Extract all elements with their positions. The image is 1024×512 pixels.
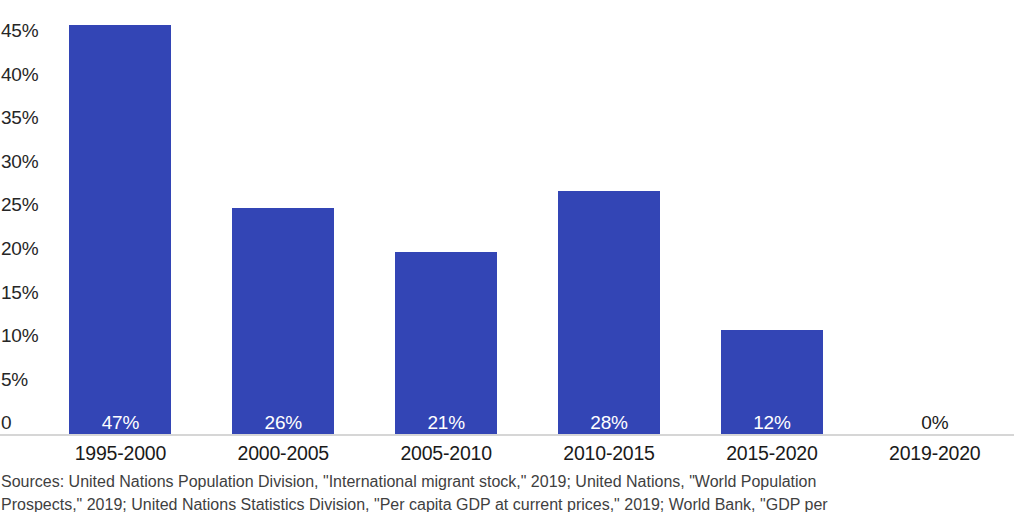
x-axis-category-label: 1995-2000	[39, 442, 202, 464]
y-axis-tick-label: 45%	[1, 20, 38, 42]
bar-2000-2005	[232, 208, 334, 435]
source-note-line-2: Prospects," 2019; United Nations Statist…	[1, 494, 1015, 512]
x-axis-category-label: 2019-2020	[853, 442, 1016, 464]
bar-chart-screenshot: 45%40%35%30%25%20%15%10%5%047%1995-20002…	[0, 0, 1024, 512]
x-axis-category-label: 2010-2015	[528, 442, 691, 464]
y-axis-tick-label: 0	[1, 412, 11, 434]
source-note: Sources: United Nations Population Divis…	[1, 471, 1015, 512]
x-axis-category-label: 2005-2010	[365, 442, 528, 464]
y-axis-tick-label: 5%	[1, 369, 28, 391]
y-axis-tick-label: 15%	[1, 282, 38, 304]
y-axis-tick-label: 35%	[1, 107, 38, 129]
y-axis-tick-label: 20%	[1, 238, 38, 260]
bar-1995-2000	[69, 25, 171, 435]
y-axis-tick-label: 10%	[1, 325, 38, 347]
bar-value-label: 0%	[884, 412, 986, 434]
y-axis-tick-label: 30%	[1, 151, 38, 173]
x-axis-category-label: 2000-2005	[202, 442, 365, 464]
y-axis-tick-label: 25%	[1, 194, 38, 216]
bar-value-label: 26%	[232, 412, 334, 434]
y-axis-tick-label: 40%	[1, 64, 38, 86]
x-axis-category-label: 2015-2020	[690, 442, 853, 464]
bar-value-label: 21%	[395, 412, 497, 434]
x-axis-baseline	[0, 434, 1014, 436]
source-note-line-1: Sources: United Nations Population Divis…	[1, 471, 1015, 494]
bar-2010-2015	[558, 191, 660, 435]
bar-2005-2010	[395, 252, 497, 435]
bar-value-label: 12%	[721, 412, 823, 434]
bar-value-label: 47%	[69, 412, 171, 434]
bar-value-label: 28%	[558, 412, 660, 434]
